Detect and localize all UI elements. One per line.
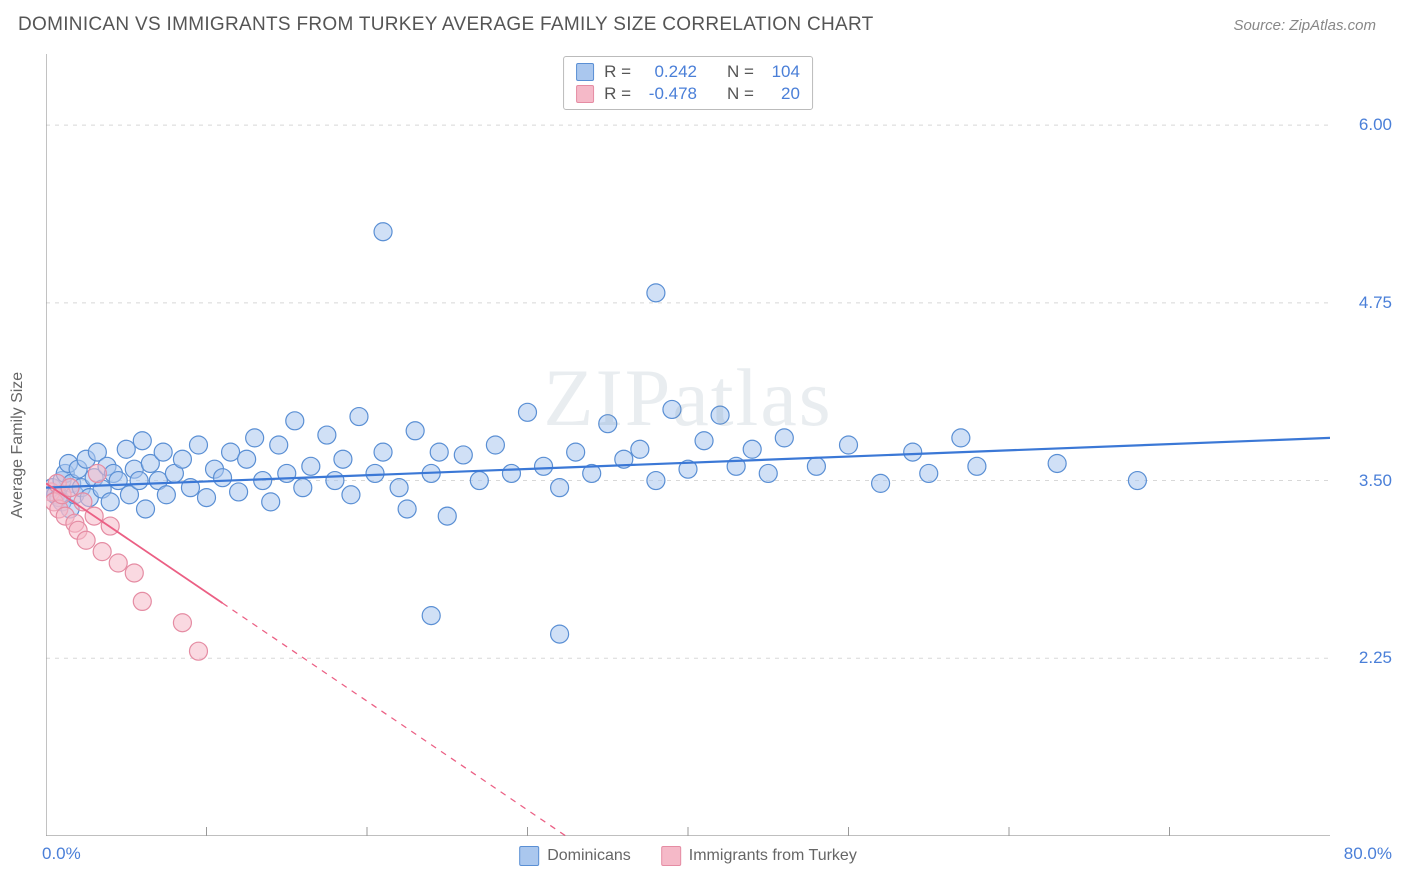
legend-row: R = 0.242 N = 104 [576, 61, 800, 83]
legend-label: Dominicans [547, 847, 631, 865]
y-tick-label: 2.25 [1359, 648, 1392, 668]
legend-swatch-icon [519, 846, 539, 866]
legend-swatch-icon [576, 85, 594, 103]
legend-label: Immigrants from Turkey [689, 847, 857, 865]
x-axis-max-label: 80.0% [1344, 844, 1392, 864]
r-value: -0.478 [641, 84, 697, 104]
r-value: 0.242 [641, 62, 697, 82]
legend-swatch-icon [661, 846, 681, 866]
y-tick-label: 6.00 [1359, 115, 1392, 135]
y-tick-label: 4.75 [1359, 293, 1392, 313]
n-label: N = [727, 62, 754, 82]
y-axis-label: Average Family Size [9, 372, 27, 518]
legend-swatch-icon [576, 63, 594, 81]
x-axis-min-label: 0.0% [42, 844, 81, 864]
legend-row: R = -0.478 N = 20 [576, 83, 800, 105]
legend-item-turkey: Immigrants from Turkey [661, 846, 857, 866]
bottom-legend: Dominicans Immigrants from Turkey [519, 846, 857, 866]
n-value: 104 [764, 62, 800, 82]
scatter-plot-svg [46, 54, 1330, 836]
plot-area: Average Family Size ZIPatlas 2.253.504.7… [46, 54, 1330, 836]
y-tick-label: 3.50 [1359, 471, 1392, 491]
source-attribution: Source: ZipAtlas.com [1233, 17, 1376, 34]
r-label: R = [604, 62, 631, 82]
r-label: R = [604, 84, 631, 104]
n-value: 20 [764, 84, 800, 104]
header: DOMINICAN VS IMMIGRANTS FROM TURKEY AVER… [0, 0, 1406, 42]
n-label: N = [727, 84, 754, 104]
legend-item-dominicans: Dominicans [519, 846, 631, 866]
chart-title: DOMINICAN VS IMMIGRANTS FROM TURKEY AVER… [18, 14, 874, 36]
correlation-legend: R = 0.242 N = 104 R = -0.478 N = 20 [563, 56, 813, 110]
